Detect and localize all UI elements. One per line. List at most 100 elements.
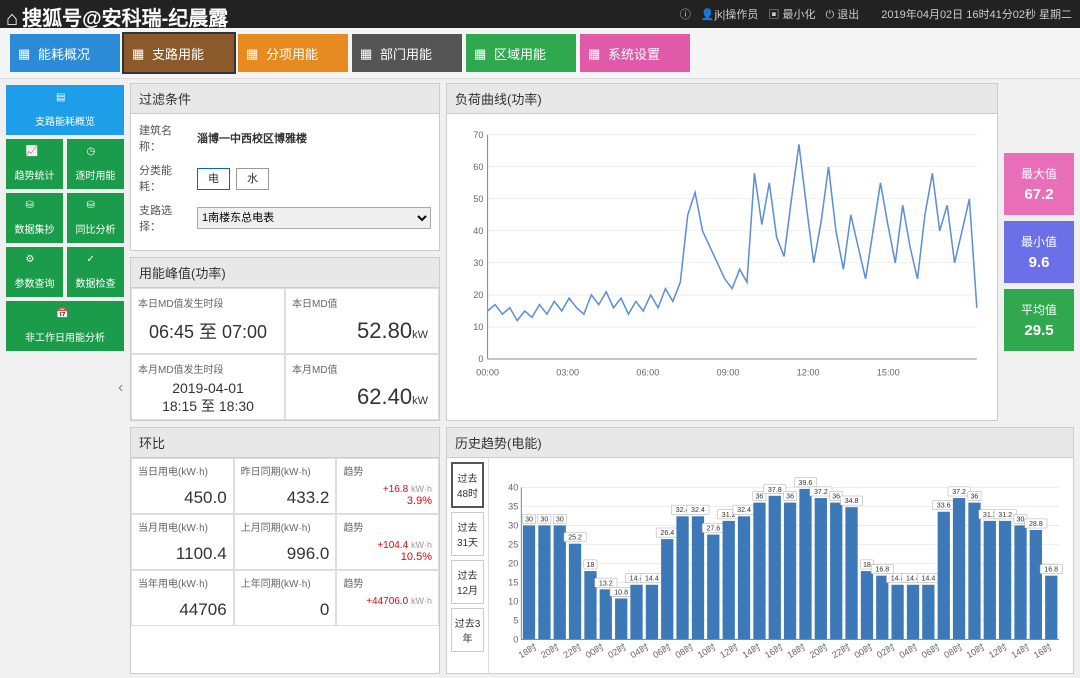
building-label: 建筑名称：	[139, 122, 191, 154]
ratio-cell-0-0: 当日用电(kW·h)450.0	[131, 458, 234, 514]
svg-text:14.4: 14.4	[921, 575, 935, 583]
svg-text:03:00: 03:00	[556, 367, 579, 377]
svg-text:26.4: 26.4	[660, 529, 674, 537]
clock-icon: ◷	[87, 146, 105, 164]
svg-text:35: 35	[508, 501, 518, 511]
sidebar-4-0[interactable]: 📅非工作日用能分析	[6, 301, 124, 351]
svg-text:14时: 14时	[1009, 641, 1031, 660]
watermark-overlay: ⌂搜狐号@安科瑞-纪晨露	[6, 2, 228, 31]
svg-text:30: 30	[556, 515, 564, 523]
tab-2[interactable]: ▦分项用能	[238, 34, 348, 72]
svg-text:10: 10	[508, 597, 518, 607]
svg-text:30: 30	[540, 515, 548, 523]
collapse-sidebar-icon[interactable]: ‹	[118, 379, 123, 397]
ratio-panel: 环比 当日用电(kW·h)450.0昨日同期(kW·h)433.2趋势+16.8…	[130, 427, 440, 674]
sidebar-1-1[interactable]: ◷逐时用能	[67, 139, 124, 189]
svg-text:02时: 02时	[875, 641, 897, 660]
type-btn-电[interactable]: 电	[197, 168, 230, 190]
svg-text:18时: 18时	[785, 641, 807, 660]
svg-text:30: 30	[508, 520, 518, 530]
sidebar: ▤支路能耗概览📈趋势统计◷逐时用能⛁数据集抄⛁同比分析⚙参数查询✓数据检查📅非工…	[0, 79, 130, 678]
svg-text:40: 40	[473, 226, 483, 236]
grid-icon: ▦	[18, 46, 32, 60]
svg-text:37.2: 37.2	[952, 488, 966, 496]
hist-tab-3[interactable]: 过去3年	[451, 608, 484, 652]
exit-button[interactable]: ⏻ 退出	[825, 6, 859, 22]
svg-text:25.2: 25.2	[568, 534, 582, 542]
tab-0[interactable]: ▦能耗概况	[10, 34, 120, 72]
history-bar-chart: 051015202530354030303025.21813.210.814.4…	[497, 466, 1065, 665]
svg-text:22时: 22时	[561, 641, 583, 660]
type-btn-水[interactable]: 水	[236, 168, 269, 190]
sidebar-3-0[interactable]: ⚙参数查询	[6, 247, 63, 297]
svg-text:33.6: 33.6	[937, 502, 951, 510]
hist-tab-1[interactable]: 过去31天	[451, 512, 484, 556]
route-select[interactable]: 1南楼东总电表	[197, 207, 431, 229]
svg-text:30: 30	[473, 258, 483, 268]
svg-text:18时: 18时	[516, 641, 538, 660]
datetime-display: 2019年04月02日 16时41分02秒 星期二	[881, 6, 1072, 22]
sidebar-2-0[interactable]: ⛁数据集抄	[6, 193, 63, 243]
home-icon: ⌂	[6, 8, 18, 31]
peak-cell-2: 本月MD值发生时段2019-04-0118:15 至 18:30	[131, 354, 285, 420]
svg-text:0: 0	[478, 354, 483, 364]
minimize-button[interactable]: ▣ 最小化	[768, 6, 815, 22]
svg-text:36: 36	[786, 493, 794, 501]
svg-text:5: 5	[513, 616, 518, 626]
ratio-cell-2-0: 当年用电(kW·h)44706	[131, 570, 234, 626]
help-icon[interactable]: ⓘ	[680, 6, 691, 22]
svg-text:40: 40	[508, 482, 518, 492]
svg-text:18: 18	[863, 561, 871, 569]
svg-text:04时: 04时	[897, 641, 919, 660]
svg-text:39.6: 39.6	[799, 479, 813, 487]
tab-5[interactable]: ▦系统设置	[580, 34, 690, 72]
svg-text:36: 36	[755, 493, 763, 501]
svg-text:00时: 00时	[852, 641, 874, 660]
peak-cell-0: 本日MD值发生时段06:45 至 07:00	[131, 288, 285, 354]
svg-text:20时: 20时	[539, 641, 561, 660]
svg-text:02时: 02时	[606, 641, 628, 660]
svg-text:12时: 12时	[987, 641, 1009, 660]
svg-text:0: 0	[513, 635, 518, 645]
svg-text:20时: 20时	[807, 641, 829, 660]
svg-text:16时: 16时	[1031, 641, 1053, 660]
sidebar-2-1[interactable]: ⛁同比分析	[67, 193, 124, 243]
peak-panel: 用能峰值(功率) 本日MD值发生时段06:45 至 07:00本日MD值52.8…	[130, 257, 440, 421]
peak-cell-3: 本月MD值62.40kW	[285, 354, 439, 420]
ratio-cell-0-1: 昨日同期(kW·h)433.2	[234, 458, 337, 514]
svg-text:12:00: 12:00	[797, 367, 820, 377]
hist-tab-2[interactable]: 过去12月	[451, 560, 484, 604]
tab-4[interactable]: ▦区域用能	[466, 34, 576, 72]
tab-1[interactable]: ▦支路用能	[124, 34, 234, 72]
doc-icon: ▤	[56, 92, 74, 110]
svg-text:14.4: 14.4	[645, 575, 659, 583]
stat-0: 最大值67.2	[1004, 153, 1074, 215]
type-label: 分类能耗：	[139, 162, 191, 194]
svg-text:00:00: 00:00	[476, 367, 499, 377]
peak-title: 用能峰值(功率)	[131, 258, 439, 288]
sidebar-3-1[interactable]: ✓数据检查	[67, 247, 124, 297]
svg-text:28.8: 28.8	[1029, 520, 1043, 528]
sidebar-1-0[interactable]: 📈趋势统计	[6, 139, 63, 189]
svg-text:25: 25	[508, 539, 518, 549]
cal-icon: 📅	[56, 308, 74, 326]
hist-tab-0[interactable]: 过去48时	[451, 462, 484, 508]
stat-1: 最小值9.6	[1004, 221, 1074, 283]
user-block[interactable]: 👤jk|操作员	[701, 6, 759, 22]
tree-icon: ▦	[132, 46, 146, 60]
pie-icon: ▦	[246, 46, 260, 60]
svg-text:16时: 16时	[763, 641, 785, 660]
svg-text:30: 30	[1017, 515, 1025, 523]
ratio-cell-1-2: 趋势+104.4 kW·h10.5%	[336, 514, 439, 570]
svg-text:20: 20	[473, 290, 483, 300]
tab-3[interactable]: ▦部门用能	[352, 34, 462, 72]
peak-cell-1: 本日MD值52.80kW	[285, 288, 439, 354]
svg-text:08时: 08时	[673, 641, 695, 660]
svg-text:32.4: 32.4	[737, 506, 751, 514]
building-name: 淄博一中西校区博雅楼	[197, 130, 307, 146]
sidebar-0-0[interactable]: ▤支路能耗概览	[6, 85, 124, 135]
svg-text:36: 36	[970, 493, 978, 501]
svg-text:12时: 12时	[718, 641, 740, 660]
load-chart-title: 负荷曲线(功率)	[447, 84, 997, 114]
svg-text:04时: 04时	[628, 641, 650, 660]
